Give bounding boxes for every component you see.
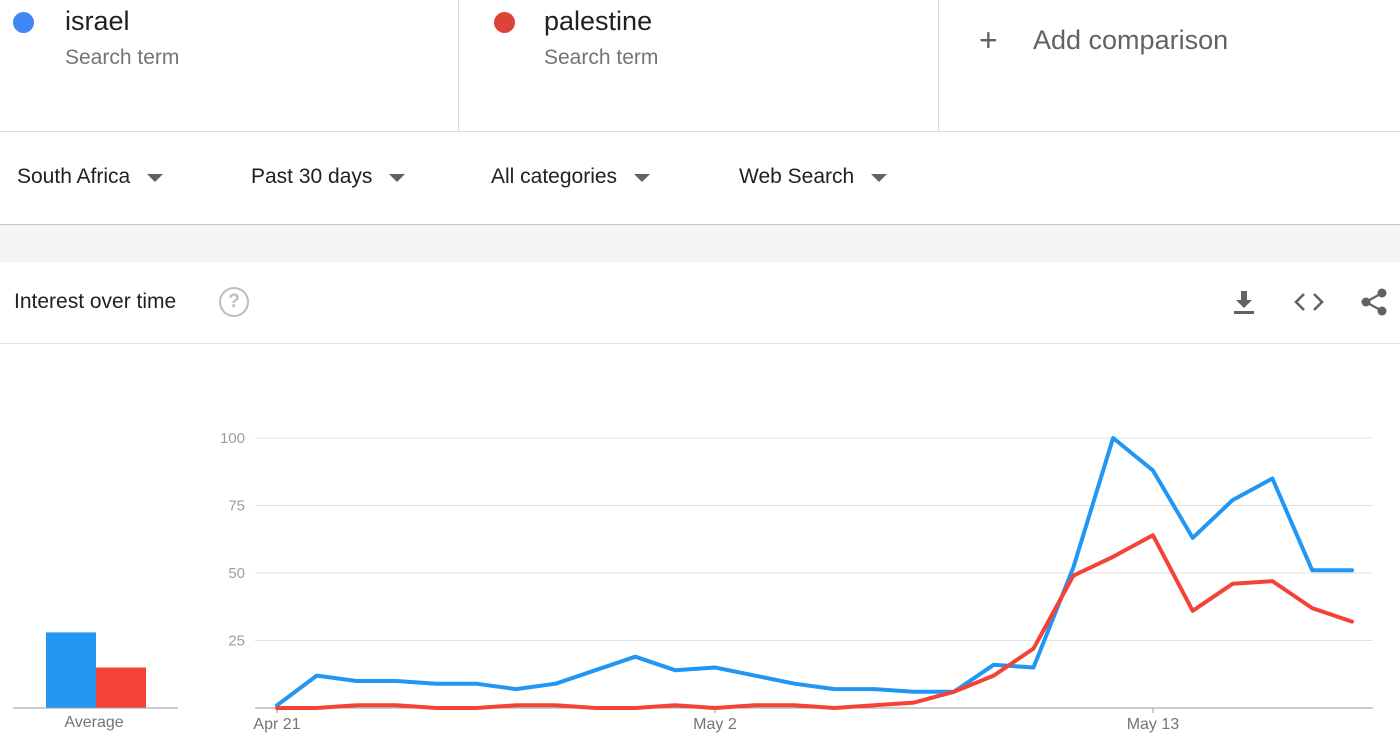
term-name[interactable]: palestine [544, 6, 653, 36]
add-comparison-button[interactable]: + Add comparison [939, 0, 1400, 131]
search-term-palestine[interactable]: palestine Search term [459, 0, 939, 131]
download-icon[interactable] [1228, 286, 1260, 318]
x-tick-label: May 13 [1127, 716, 1180, 733]
plus-icon[interactable]: + [979, 22, 998, 58]
term-subtitle: Search term [65, 46, 180, 69]
average-label: Average [64, 714, 124, 731]
series-line-israel [275, 436, 1354, 708]
section-gap [0, 226, 1400, 262]
time-range-dropdown[interactable]: Past 30 days [251, 165, 406, 189]
y-tick-label: 100 [220, 430, 245, 447]
average-bar-israel [46, 632, 96, 708]
line-chart[interactable]: 25 50 75 100 Apr 21 May 2 May 13 [0, 344, 1400, 742]
category-dropdown[interactable]: All categories [491, 165, 651, 189]
series-color-dot [494, 12, 515, 33]
x-tick-label: May 2 [693, 716, 737, 733]
search-type-value[interactable]: Web Search [739, 165, 855, 188]
x-tick-label: Apr 21 [253, 716, 300, 733]
share-icon[interactable] [1358, 286, 1390, 318]
term-name[interactable]: israel [65, 6, 130, 36]
y-tick-label: 75 [228, 498, 245, 515]
chevron-down-icon[interactable] [389, 174, 406, 182]
comparison-bar: israel Search term palestine Search term… [0, 0, 1400, 132]
series-line-palestine [275, 533, 1354, 710]
y-tick-label: 25 [228, 633, 245, 650]
search-type-dropdown[interactable]: Web Search [739, 165, 888, 189]
average-bar-palestine [96, 667, 146, 708]
embed-code-icon[interactable] [1293, 286, 1325, 318]
help-icon[interactable]: ? [219, 287, 249, 317]
series-color-dot [13, 12, 34, 33]
chevron-down-icon[interactable] [634, 174, 651, 182]
y-tick-label: 50 [228, 565, 245, 582]
add-comparison-label[interactable]: Add comparison [1033, 25, 1229, 55]
category-value[interactable]: All categories [491, 165, 618, 188]
region-dropdown[interactable]: South Africa [17, 165, 164, 189]
filter-bar: South Africa Past 30 days All categories… [0, 132, 1400, 225]
card-title: Interest over time [14, 290, 177, 313]
interest-over-time-header: Interest over time ? [0, 262, 1400, 344]
term-subtitle: Search term [544, 46, 659, 69]
time-range-value[interactable]: Past 30 days [251, 165, 373, 188]
chevron-down-icon[interactable] [147, 174, 164, 182]
region-value[interactable]: South Africa [17, 165, 131, 188]
chevron-down-icon[interactable] [871, 174, 888, 182]
search-term-israel[interactable]: israel Search term [0, 0, 459, 131]
interest-over-time-chart: 25 50 75 100 Apr 21 May 2 May 13 Average [0, 344, 1400, 742]
